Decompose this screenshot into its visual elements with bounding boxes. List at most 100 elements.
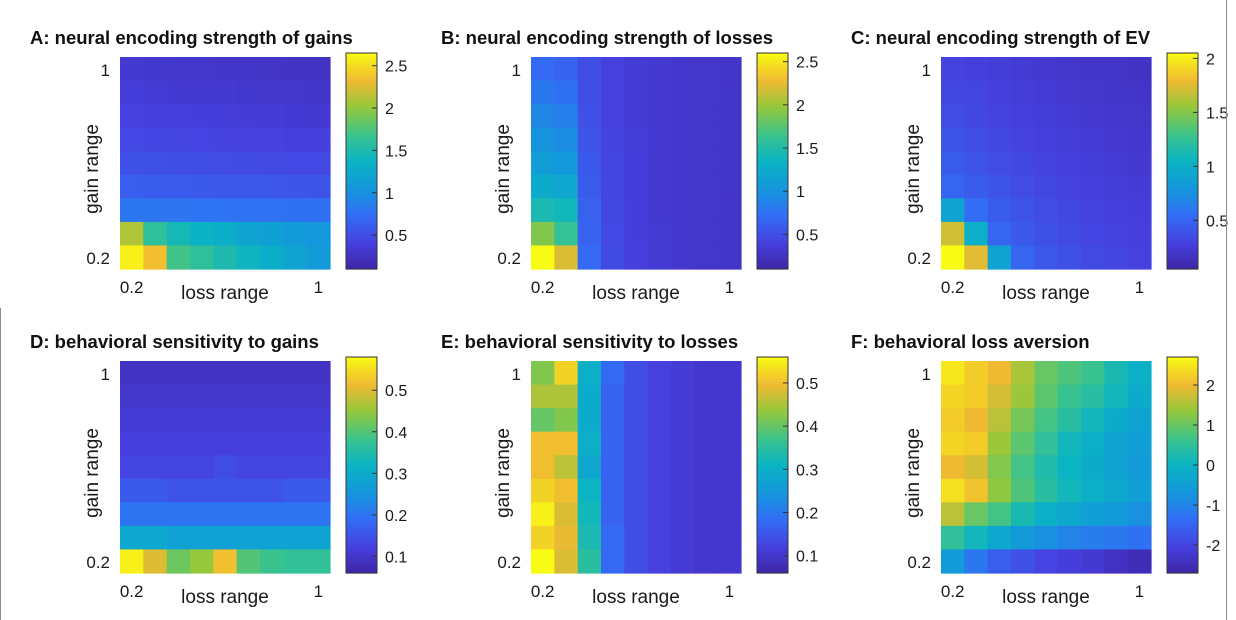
heatmap-cell (120, 127, 144, 152)
heatmap-cell (694, 431, 719, 456)
colorbar-segment (757, 425, 788, 430)
y-axis-label: gain range (82, 428, 103, 518)
colorbar-segment (757, 475, 788, 480)
colorbar-segment (1167, 67, 1198, 72)
heatmap-cell (601, 408, 625, 433)
y-tick-label: 0.2 (86, 249, 110, 268)
heatmap-cell (531, 57, 555, 82)
colorbar-segment (346, 429, 377, 434)
heatmap-cell (987, 151, 1012, 176)
colorbar-segment (346, 497, 377, 502)
colorbar-segment (346, 207, 377, 212)
heatmap-cell (554, 502, 579, 527)
heatmap-cell (1011, 478, 1035, 503)
heatmap-cell (601, 502, 625, 527)
heatmap-cell (166, 174, 191, 199)
colorbar-segment (757, 472, 788, 477)
colorbar-segment (346, 454, 377, 459)
colorbar-segment (1167, 132, 1198, 137)
colorbar-segment (757, 261, 788, 266)
heatmap-cell (1057, 431, 1082, 456)
heatmap-cell (306, 57, 331, 82)
heatmap-cell (260, 431, 284, 456)
heatmap-cell (717, 221, 742, 247)
colorbar-segment (346, 569, 377, 574)
heatmap-cell (531, 455, 555, 480)
x-axis-label: loss range (592, 587, 680, 608)
heatmap-cell (717, 478, 742, 503)
colorbar-segment (1167, 146, 1198, 151)
colorbar-segment (1167, 483, 1198, 488)
colorbar-segment (757, 447, 788, 452)
heatmap-cell (647, 549, 672, 574)
heatmap-cell (1034, 384, 1059, 409)
heatmap-cell (577, 104, 602, 129)
heatmap-cell (306, 431, 331, 456)
heatmap-cell (1081, 80, 1105, 105)
heatmap-cell (306, 221, 331, 247)
heatmap-cell (624, 361, 649, 386)
heatmap-cell (166, 80, 191, 105)
colorbar-segment (1167, 508, 1198, 513)
colorbar-segment (346, 139, 377, 144)
heatmap-cell (671, 245, 695, 270)
colorbar-segment (346, 197, 377, 202)
colorbar-segment (757, 436, 788, 441)
colorbar-segment (1167, 81, 1198, 86)
heatmap-cell (143, 361, 168, 386)
colorbar-segment (757, 204, 788, 209)
heatmap-cell (531, 127, 555, 152)
heatmap-cell (1104, 80, 1129, 105)
heatmap-cell (1011, 361, 1035, 386)
heatmap-cell (236, 57, 261, 82)
colorbar-segment (1167, 200, 1198, 205)
heatmap-cell (987, 104, 1012, 129)
heatmap-cell (941, 174, 965, 199)
heatmap-cell (1034, 361, 1059, 386)
heatmap-cell (1057, 104, 1082, 129)
heatmap-cell (120, 104, 144, 129)
colorbar-segment (346, 450, 377, 455)
heatmap-cell (577, 525, 602, 551)
heatmap-cell (601, 174, 625, 199)
colorbar-segment (346, 483, 377, 488)
colorbar-segment (757, 135, 788, 140)
colorbar-segment (757, 60, 788, 65)
colorbar-segment (757, 511, 788, 516)
heatmap-cell (260, 221, 284, 247)
heatmap-cell (1011, 245, 1035, 270)
heatmap-cell (283, 198, 308, 223)
colorbar-segment (346, 56, 377, 61)
colorbar-segment (757, 139, 788, 144)
y-axis-label: gain range (903, 124, 924, 214)
colorbar-segment (1167, 429, 1198, 434)
x-tick-label: 0.2 (120, 582, 144, 601)
heatmap-cell (1104, 198, 1129, 223)
colorbar-segment (346, 540, 377, 545)
colorbar-tick-label: 2.5 (385, 59, 407, 76)
colorbar-segment (346, 400, 377, 405)
colorbar-segment (757, 407, 788, 412)
heatmap-cell (1057, 80, 1082, 105)
heatmap-cell (1127, 198, 1152, 223)
heatmap-cell (577, 174, 602, 199)
colorbar-segment (757, 378, 788, 383)
heatmap-cell (941, 151, 965, 176)
heatmap-cell (717, 525, 742, 551)
colorbar-tick-label: 0 (1206, 458, 1215, 475)
colorbar-segment (1167, 139, 1198, 144)
heatmap-cell (1127, 408, 1152, 433)
heatmap-cell (1104, 431, 1129, 456)
colorbar-segment (1167, 425, 1198, 430)
heatmap-cell (1081, 502, 1105, 527)
colorbar-segment (757, 501, 788, 506)
heatmap-cell (1127, 455, 1152, 480)
heatmap-cell (1011, 104, 1035, 129)
colorbar-segment (1167, 128, 1198, 133)
colorbar-segment (1167, 439, 1198, 444)
heatmap-cell (577, 408, 602, 433)
heatmap-cell (260, 127, 284, 152)
colorbar-segment (1167, 150, 1198, 155)
colorbar-segment (346, 215, 377, 220)
colorbar-segment (346, 92, 377, 97)
